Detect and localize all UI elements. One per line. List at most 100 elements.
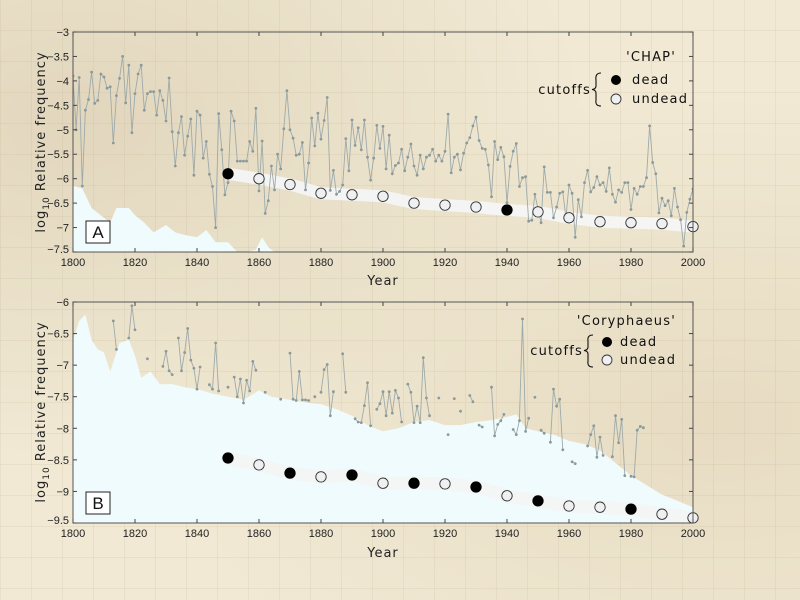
x-tick-label: 1820 (123, 528, 147, 540)
frequency-point (657, 211, 661, 215)
frequency-point (375, 407, 379, 411)
frequency-point (84, 108, 87, 112)
frequency-point (291, 397, 295, 401)
frequency-point (483, 147, 487, 151)
frequency-point (99, 72, 103, 76)
frequency-point (592, 424, 596, 428)
frequency-point (266, 199, 270, 203)
frequency-point (325, 96, 329, 99)
frequency-point (720, 206, 723, 209)
frequency-point (198, 113, 202, 117)
frequency-point (434, 159, 438, 163)
frequency-point (539, 221, 543, 225)
panel-a-x-axis: 1800 1820 1840 1860 1880 1900 1920 1940 1960 1980… (61, 32, 705, 269)
frequency-point (359, 421, 363, 424)
frequency-point (353, 417, 357, 421)
frequency-point (80, 184, 84, 188)
frequency-point (307, 161, 310, 165)
cutoff-undead-marker (253, 459, 265, 471)
frequency-point (570, 191, 574, 195)
frequency-point (198, 365, 202, 369)
frequency-point (375, 124, 379, 127)
frequency-point (539, 428, 543, 432)
frequency-point (127, 336, 131, 340)
frequency-point (614, 200, 617, 204)
panel-a-legend-dead: dead (632, 73, 669, 88)
frequency-point (480, 425, 484, 429)
frequency-point (77, 76, 81, 79)
frequency-point (115, 348, 118, 351)
y-tick-label: −3.5 (47, 51, 69, 63)
frequency-point (480, 147, 484, 150)
frequency-point (229, 109, 233, 113)
frequency-point (226, 385, 230, 389)
frequency-point (421, 167, 425, 171)
frequency-point (161, 365, 165, 368)
frequency-point (468, 136, 472, 140)
y-tick-label: −5.5 (47, 149, 69, 161)
frequency-point (676, 205, 679, 209)
panel-a-legend-group-label: cutoffs (538, 83, 591, 98)
frequency-point (239, 377, 242, 381)
cutoff-undead-marker (377, 477, 389, 489)
frequency-point (366, 155, 369, 159)
frequency-point (136, 72, 140, 76)
frequency-point (251, 149, 255, 153)
y-tick-label: −6 (56, 297, 69, 309)
frequency-point (573, 462, 577, 465)
y-tick-label: −7 (56, 360, 69, 372)
x-tick-label: 1840 (185, 528, 209, 540)
frequency-point (412, 421, 416, 424)
frequency-point (397, 396, 400, 400)
legend-dead-marker (602, 337, 612, 347)
panel-b-legend: 'Coryphaeus' cutoffs dead undead (530, 314, 675, 368)
legend-undead-marker (601, 354, 613, 366)
frequency-point (626, 181, 630, 185)
frequency-point (356, 126, 360, 130)
frequency-point (645, 176, 648, 180)
frequency-point (673, 187, 676, 190)
frequency-point (604, 190, 608, 193)
frequency-point (369, 178, 372, 182)
frequency-point (704, 204, 707, 207)
frequency-point (139, 63, 143, 67)
frequency-point (152, 90, 156, 93)
frequency-point (477, 423, 481, 427)
panel-b-background-band (73, 314, 693, 523)
frequency-point (378, 147, 382, 150)
frequency-point (288, 128, 292, 132)
frequency-point (294, 399, 298, 402)
frequency-point (105, 86, 109, 90)
frequency-point (555, 404, 558, 408)
frequency-point (651, 161, 655, 164)
frequency-point (332, 390, 335, 394)
frequency-point (90, 70, 93, 74)
frequency-point (310, 116, 314, 120)
frequency-point (390, 172, 394, 176)
frequency-point (155, 113, 159, 117)
panel-a-y-axis-title: log10 Relative frequency (34, 51, 52, 232)
frequency-point (177, 336, 180, 340)
frequency-point (710, 208, 713, 211)
frequency-point (189, 358, 193, 362)
frequency-point (713, 204, 716, 207)
frequency-point (201, 156, 205, 160)
frequency-point (527, 219, 531, 223)
frequency-point (558, 397, 562, 401)
frequency-point (465, 141, 469, 145)
y-tick-label: −8.5 (47, 455, 69, 467)
frequency-point (611, 455, 614, 459)
frequency-point (431, 147, 434, 151)
frequency-point (654, 172, 658, 176)
frequency-point (235, 395, 239, 399)
frequency-point (180, 369, 183, 373)
frequency-point (406, 155, 410, 159)
frequency-point (344, 137, 348, 141)
frequency-point (477, 139, 481, 142)
frequency-point (542, 431, 546, 435)
x-tick-label: 1820 (123, 257, 147, 269)
frequency-point (180, 115, 183, 118)
panel-a-x-axis-title: Year (366, 274, 399, 289)
frequency-point (170, 130, 174, 134)
cutoff-undead-marker (563, 212, 575, 224)
